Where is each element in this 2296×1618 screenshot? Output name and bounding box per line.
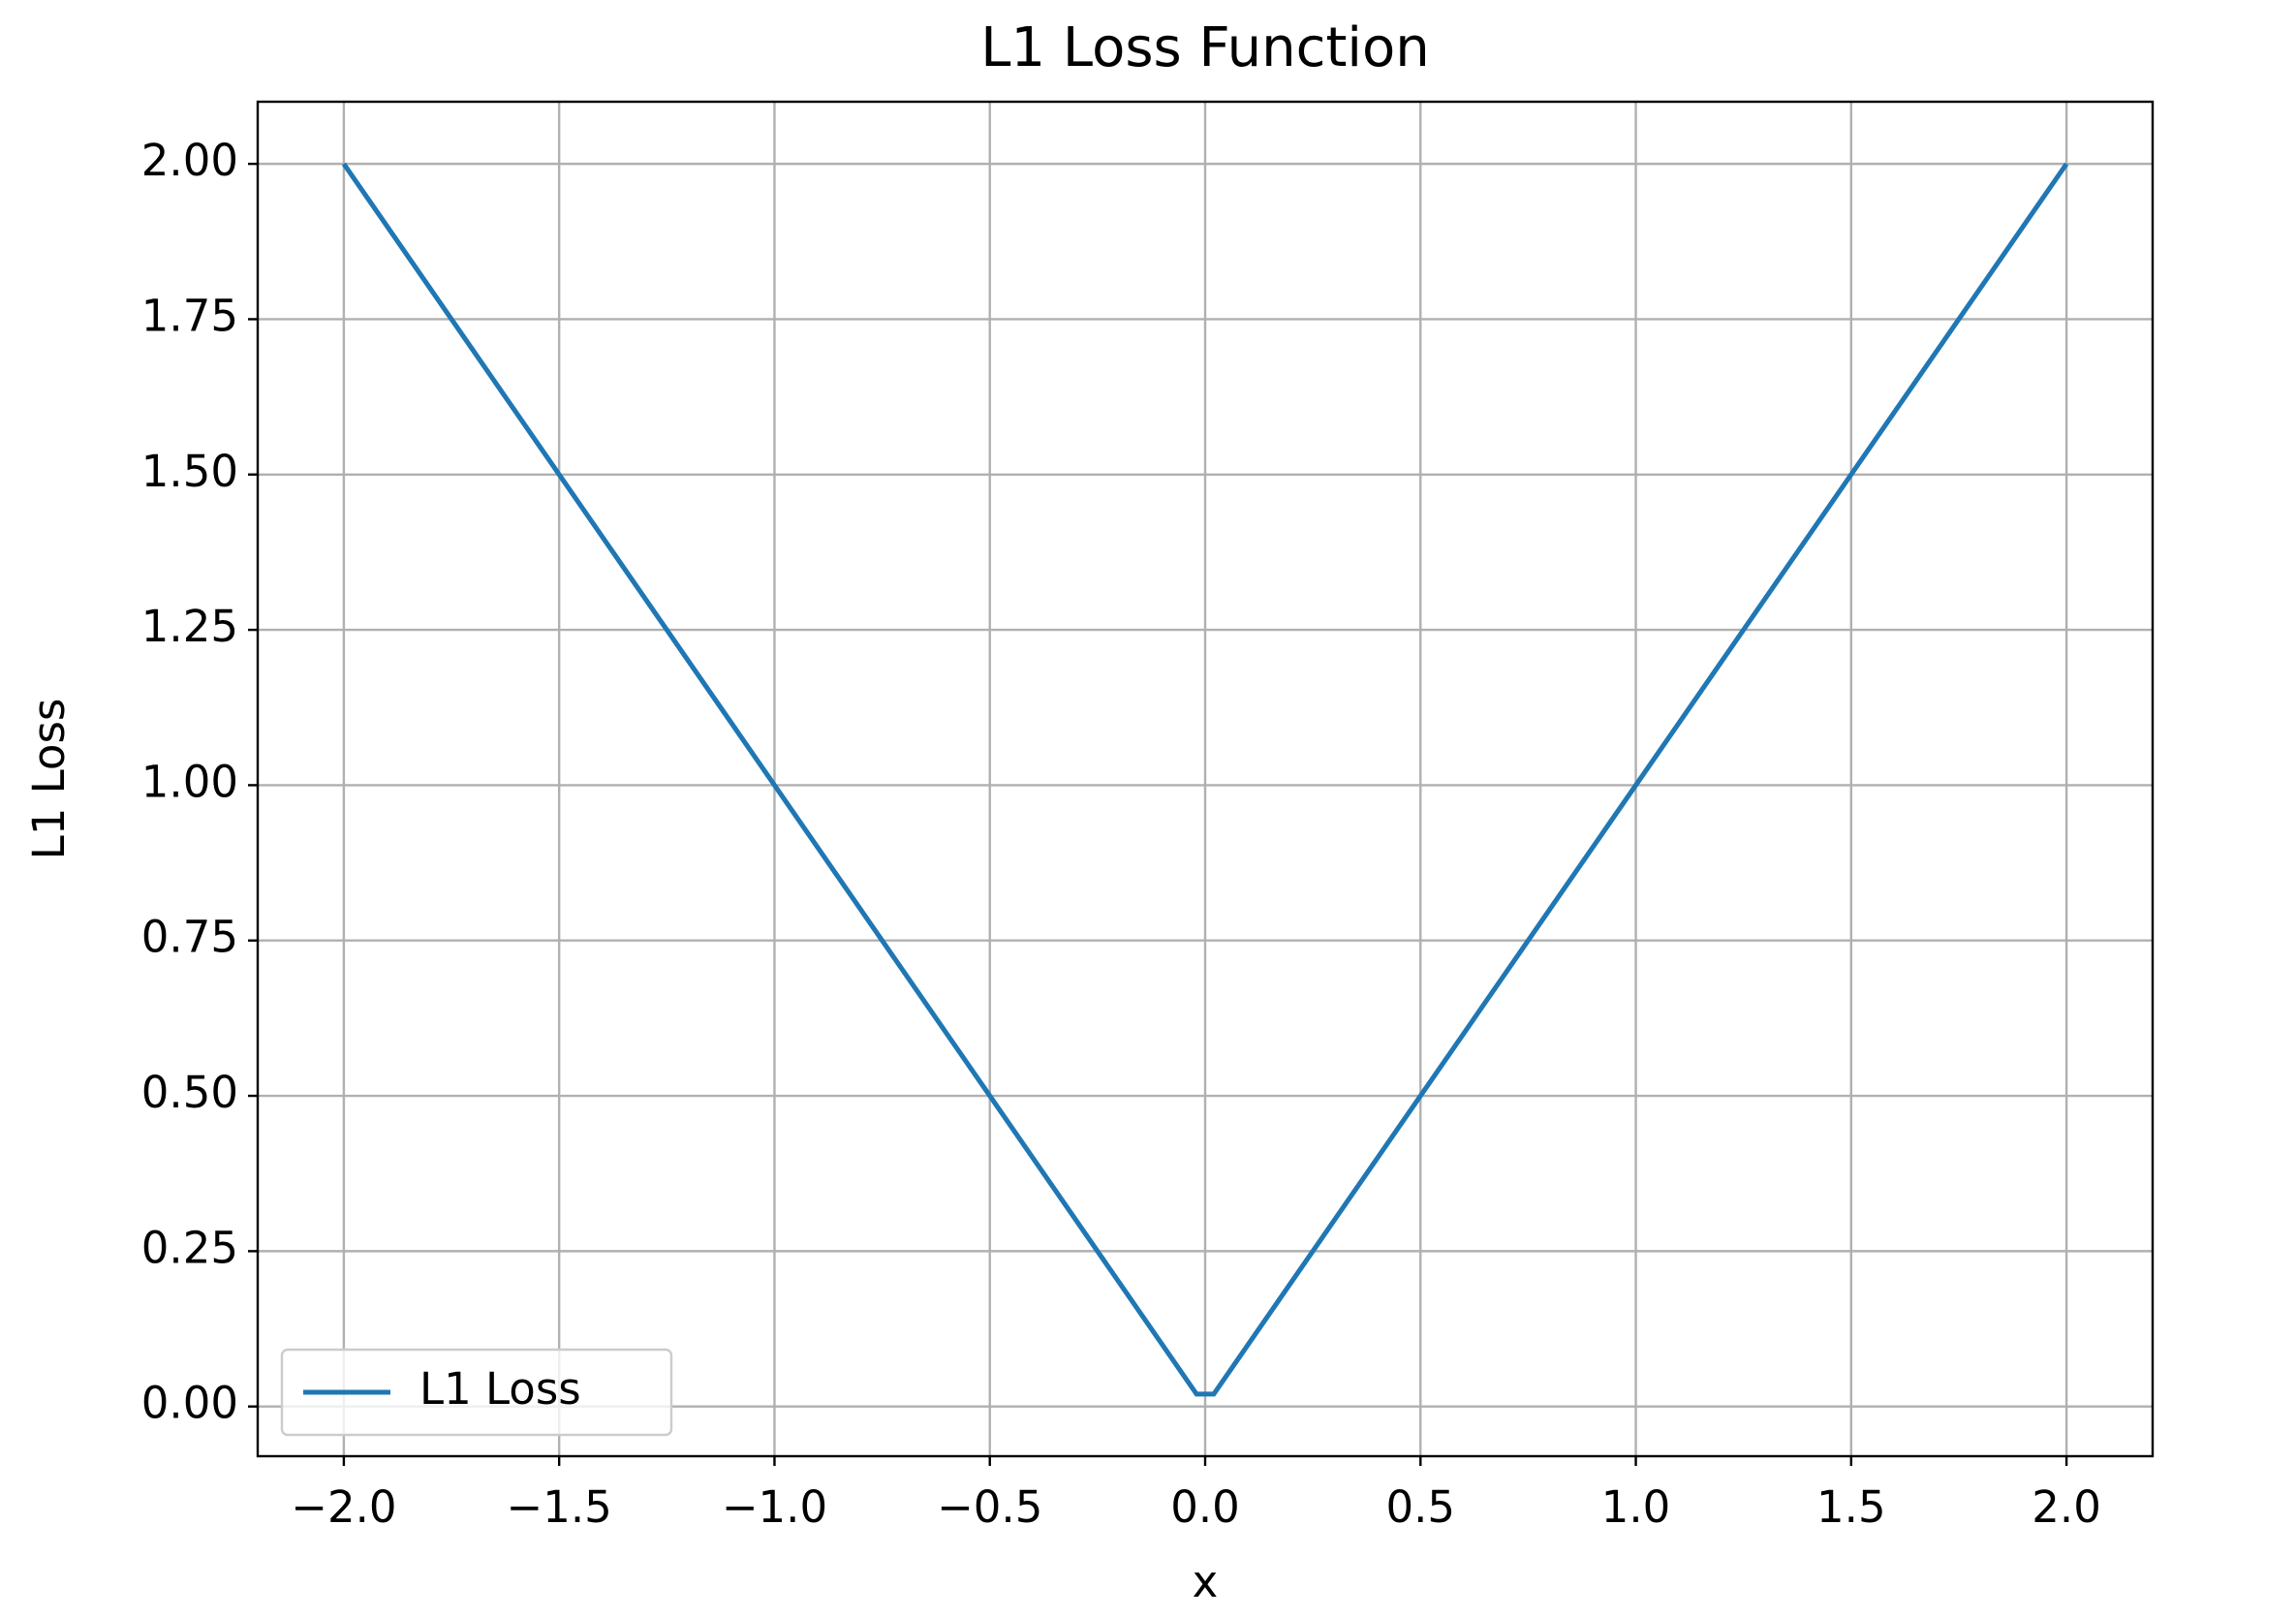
- y-axis-label: L1 Loss: [23, 699, 75, 860]
- y-tick-label: 0.50: [141, 1067, 238, 1118]
- legend-box: [280, 1348, 673, 1437]
- y-tick-label: 1.75: [141, 290, 238, 341]
- chart-title: L1 Loss Function: [980, 16, 1429, 79]
- x-tick-label: −0.5: [937, 1481, 1042, 1533]
- x-axis-label: x: [1193, 1556, 1219, 1607]
- plot-frame: [256, 100, 2155, 1458]
- x-tick-label: 1.5: [1816, 1481, 1886, 1533]
- y-tick-label: 1.50: [141, 446, 238, 497]
- x-tick-label: −2.0: [291, 1481, 396, 1533]
- x-tick-label: 0.5: [1385, 1481, 1455, 1533]
- y-tick-label: 0.25: [141, 1222, 238, 1273]
- line-series: [341, 162, 2069, 1397]
- x-tick-label: 0.0: [1170, 1481, 1240, 1533]
- y-tick-label: 2.00: [141, 135, 238, 186]
- x-tick-label: 1.0: [1601, 1481, 1671, 1533]
- y-tick-label: 1.00: [141, 756, 238, 807]
- x-tick-label: −1.5: [507, 1481, 612, 1533]
- y-tick-label: 0.75: [141, 912, 238, 963]
- y-tick-label: 1.25: [141, 601, 238, 652]
- y-tick-label: 0.00: [141, 1378, 238, 1429]
- legend-label: L1 Loss: [419, 1363, 581, 1415]
- x-tick-label: −1.0: [722, 1481, 827, 1533]
- x-tick-label: 2.0: [2032, 1481, 2101, 1533]
